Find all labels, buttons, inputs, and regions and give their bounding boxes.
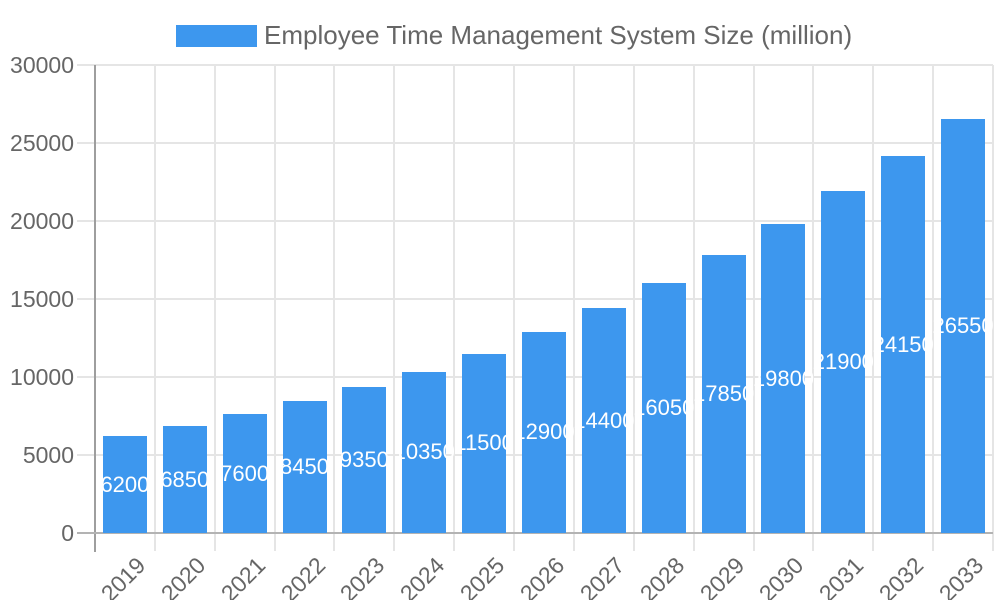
y-axis-tick-label: 10000 xyxy=(10,364,74,390)
x-gridline xyxy=(632,65,635,551)
bar-2028[interactable] xyxy=(641,282,686,533)
bar-value-label-2030: 19800 xyxy=(752,365,815,391)
x-gridline xyxy=(872,65,875,551)
y-gridline xyxy=(77,220,993,222)
y-axis-line xyxy=(94,65,96,552)
bar-2023[interactable] xyxy=(342,387,387,533)
bar-value-label-2028: 16050 xyxy=(633,394,695,420)
x-gridline xyxy=(752,65,755,551)
y-gridline xyxy=(77,298,993,300)
bar-2021[interactable] xyxy=(222,414,267,533)
x-axis-line xyxy=(77,532,993,534)
bar-value-label-2022: 8450 xyxy=(280,454,329,480)
bar-value-label-2031: 21900 xyxy=(812,349,874,375)
x-gridline xyxy=(273,65,276,551)
bar-value-label-2020: 6850 xyxy=(160,466,210,492)
y-axis-tick-label: 0 xyxy=(61,520,74,546)
x-gridline xyxy=(513,65,516,551)
bar-value-label-2027: 14400 xyxy=(573,407,635,433)
y-axis-tick-label: 25000 xyxy=(10,130,74,156)
bar-2032[interactable] xyxy=(881,156,926,533)
x-gridline xyxy=(333,65,336,551)
bar-value-label-2025: 11500 xyxy=(454,430,514,456)
bar-value-label-2032: 24150 xyxy=(872,331,934,357)
x-gridline xyxy=(812,65,815,551)
x-gridline xyxy=(932,65,935,551)
bar-2025[interactable] xyxy=(462,353,507,533)
bar-value-label-2024: 10350 xyxy=(393,439,455,465)
bar-2031[interactable] xyxy=(821,191,866,533)
y-axis-tick-label: 5000 xyxy=(22,442,74,468)
x-gridline xyxy=(692,65,695,551)
y-axis-tick-label: 30000 xyxy=(10,52,74,78)
x-gridline xyxy=(153,65,156,551)
bar-2026[interactable] xyxy=(522,331,566,533)
bar-2033[interactable] xyxy=(941,118,986,533)
bar-2030[interactable] xyxy=(761,224,806,533)
legend-label: Employee Time Management System Size (mi… xyxy=(264,20,853,50)
bar-value-label-2021: 7600 xyxy=(220,460,270,486)
legend-item[interactable]: Employee Time Management System Size (mi… xyxy=(176,20,852,51)
bar-2029[interactable] xyxy=(701,254,746,533)
x-gridline xyxy=(572,65,575,551)
bar-2022[interactable] xyxy=(282,401,327,533)
y-axis-tick-label: 20000 xyxy=(10,208,74,234)
bar-2020[interactable] xyxy=(162,426,207,533)
x-axis-tick-label-2019: 2019 xyxy=(95,552,151,600)
bar-value-label-2023: 9350 xyxy=(339,447,389,473)
bar-value-label-2026: 12900 xyxy=(513,419,575,445)
bar-2019[interactable] xyxy=(102,436,147,533)
bar-value-label-2019: 6200 xyxy=(100,471,150,497)
legend-swatch xyxy=(176,24,257,47)
y-gridline xyxy=(77,142,993,144)
y-gridline xyxy=(77,64,993,66)
x-gridline xyxy=(992,65,994,551)
x-gridline xyxy=(453,65,456,551)
x-gridline xyxy=(213,65,216,551)
bar-2024[interactable] xyxy=(402,371,447,533)
bar-2027[interactable] xyxy=(581,308,626,533)
bar-value-label-2029: 17850 xyxy=(693,380,755,406)
bar-value-label-2033: 26550 xyxy=(932,312,994,338)
y-axis-tick-label: 15000 xyxy=(10,286,74,312)
x-gridline xyxy=(393,65,396,551)
